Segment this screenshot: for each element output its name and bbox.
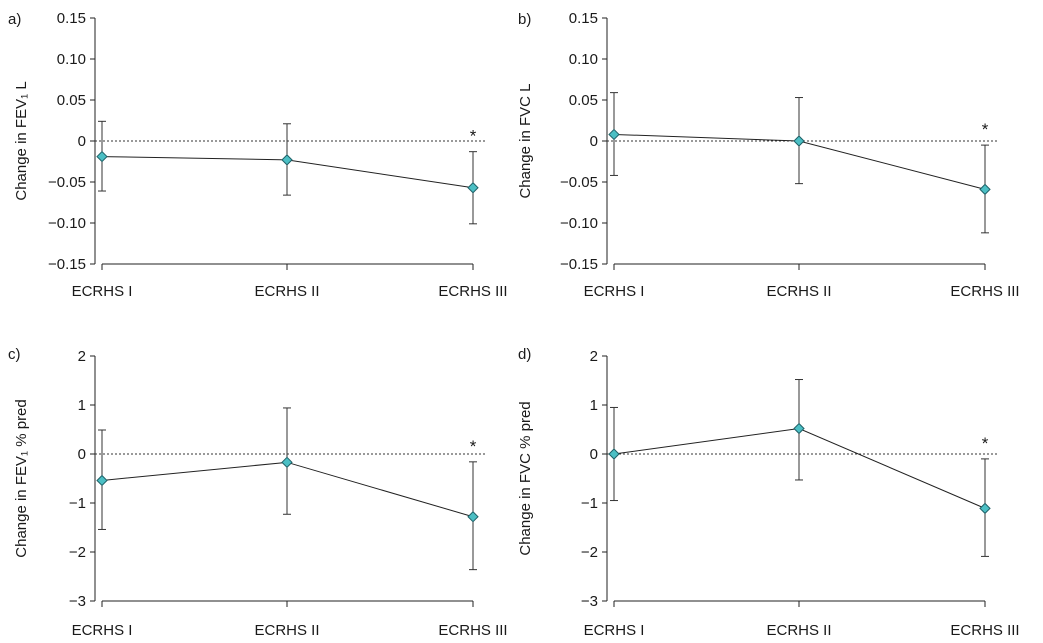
y-axis-title: Change in FVC % pred (517, 401, 534, 555)
y-tick-label: 2 (78, 348, 86, 365)
significance-marker: * (982, 434, 989, 453)
panel-1: a) Change in FEV₁ L 0.15 0.10 0.05 0 −0.05 −0.1… (8, 10, 508, 300)
y-tick-label: 0.10 (569, 51, 598, 68)
y-tick-label: −0.05 (48, 174, 86, 191)
y-tick-label: 2 (590, 348, 598, 365)
y-tick-label: 1 (78, 397, 86, 414)
y-axis-title: Change in FVC L (517, 83, 534, 198)
significance-marker: * (470, 437, 477, 456)
significance-marker: * (470, 127, 477, 146)
data-point (96, 474, 108, 487)
x-category-label: ECRHS I (72, 283, 133, 300)
y-tick-label: 0 (590, 446, 598, 463)
x-category-label: ECRHS III (950, 283, 1019, 300)
data-point (979, 183, 991, 196)
significance-marker: * (982, 120, 989, 139)
x-category-label: ECRHS II (766, 283, 831, 300)
y-tick-label: −1 (69, 495, 86, 512)
y-tick-label: −0.15 (48, 256, 86, 273)
panel-label: b) (518, 11, 531, 28)
data-point (793, 422, 805, 435)
x-category-label: ECRHS II (766, 622, 831, 639)
y-tick-label: −2 (69, 544, 86, 561)
panel-label: c) (8, 346, 21, 363)
y-tick-label: −1 (581, 495, 598, 512)
panel-label: d) (518, 346, 531, 363)
y-tick-label: 0.05 (57, 92, 86, 109)
y-tick-label: −0.05 (560, 174, 598, 191)
y-tick-label: 0 (78, 446, 86, 463)
data-point (608, 448, 620, 460)
x-category-label: ECRHS III (438, 283, 507, 300)
y-tick-label: 0 (78, 133, 86, 150)
y-tick-label: −0.10 (48, 215, 86, 232)
y-tick-label: 0.05 (569, 92, 598, 109)
y-tick-label: 0.15 (57, 10, 86, 27)
y-tick-label: −3 (69, 593, 86, 610)
y-axis-title: Change in FEV₁ % pred (13, 399, 30, 557)
panel-2: b) Change in FVC L 0.15 0.10 0.05 0 −0.05 −0.10… (517, 10, 1020, 300)
x-category-label: ECRHS I (584, 283, 645, 300)
panel-label: a) (8, 11, 21, 28)
x-category-label: ECRHS II (254, 622, 319, 639)
panel-4: d) Change in FVC % pred 2 1 0 −1 −2 −3 ECRHS I EC… (517, 346, 1020, 639)
data-point (96, 150, 108, 163)
data-point (979, 502, 991, 515)
panel-3: c) Change in FEV₁ % pred 2 1 0 −1 −2 −3 ECRHS I E… (8, 346, 508, 639)
y-tick-label: 0 (590, 133, 598, 150)
y-tick-label: −3 (581, 593, 598, 610)
data-point (793, 135, 805, 147)
x-category-label: ECRHS I (72, 622, 133, 639)
y-tick-label: 1 (590, 397, 598, 414)
data-point (281, 154, 293, 166)
y-tick-label: 0.15 (569, 10, 598, 27)
x-category-label: ECRHS II (254, 283, 319, 300)
y-tick-label: −0.15 (560, 256, 598, 273)
data-point (608, 128, 620, 141)
x-category-label: ECRHS I (584, 622, 645, 639)
data-point (467, 511, 479, 523)
y-tick-label: 0.10 (57, 51, 86, 68)
y-tick-label: −0.10 (560, 215, 598, 232)
y-tick-label: −2 (581, 544, 598, 561)
x-category-label: ECRHS III (950, 622, 1019, 639)
y-axis-title: Change in FEV₁ L (13, 81, 30, 200)
x-category-label: ECRHS III (438, 622, 507, 639)
data-point (467, 182, 479, 194)
data-point (281, 456, 293, 469)
